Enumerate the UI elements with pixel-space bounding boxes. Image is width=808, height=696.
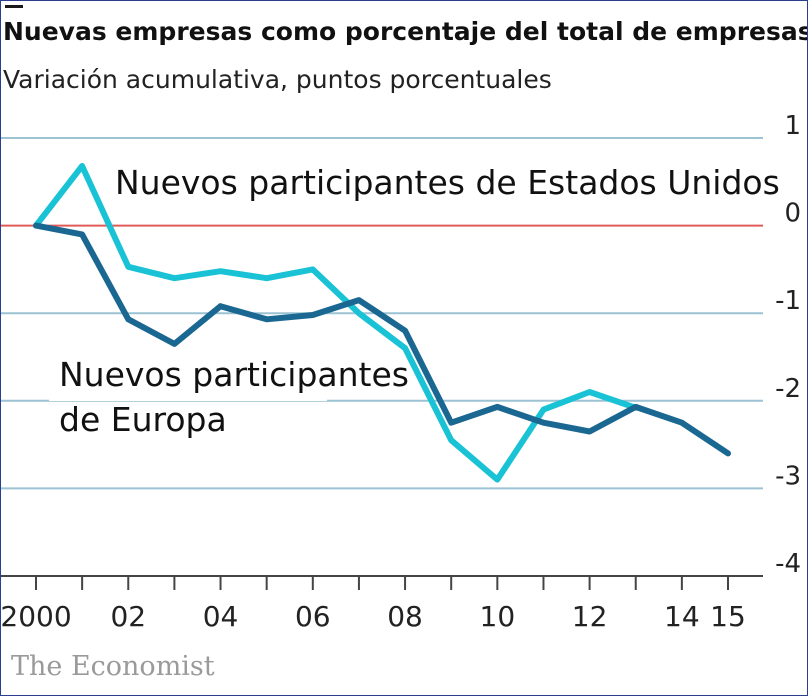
- y-tick-labels: 1 0 -1 -2 -3 -4: [775, 111, 801, 579]
- x-tick-label: 12: [572, 600, 608, 633]
- x-tick-label: 10: [480, 600, 516, 633]
- europe-label-backdrop: [49, 353, 327, 401]
- europe-series-line: [33, 222, 731, 457]
- x-tick-label: 02: [110, 600, 146, 633]
- x-tick-label: 2000: [1, 600, 72, 633]
- y-tick-label: -3: [775, 461, 801, 491]
- us-series-label: Nuevos participantes de Estados Unidos: [115, 163, 780, 202]
- x-axis: [1, 575, 763, 590]
- series-lines: [33, 163, 731, 483]
- y-tick-label: -1: [775, 286, 801, 316]
- y-tick-label: 0: [784, 199, 801, 229]
- y-tick-label: -4: [775, 549, 801, 579]
- source-logo: The Economist: [11, 651, 215, 682]
- chart-subtitle: Variación acumulativa, puntos porcentual…: [3, 65, 552, 94]
- x-tick-label: 08: [387, 600, 423, 633]
- x-tick-label: 15: [710, 600, 746, 633]
- chart-title: Nuevas empresas como porcentaje del tota…: [3, 17, 808, 46]
- header-accent-bar: [5, 5, 23, 8]
- y-tick-label: 1: [784, 111, 801, 141]
- y-tick-label: -2: [775, 374, 801, 404]
- x-tick-label: 14: [664, 600, 700, 633]
- europe-series-label-line2: de Europa: [59, 400, 227, 439]
- europe-series-label-line1: Nuevos participantes: [59, 355, 409, 394]
- x-tick-labels: 2000 02 04 06 08 10 12 14 15: [1, 600, 746, 633]
- x-tick-label: 06: [295, 600, 331, 633]
- x-tick-label: 04: [203, 600, 239, 633]
